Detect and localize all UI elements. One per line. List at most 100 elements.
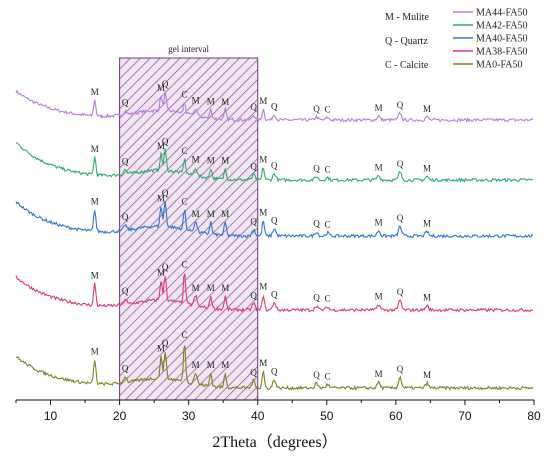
phase-key-calcite: C - Calcite <box>385 60 429 71</box>
x-tick-label: 30 <box>182 409 196 423</box>
peak-label: Q <box>397 364 404 374</box>
legend-label: MA44-FA50 <box>476 8 527 19</box>
peak-label: M <box>259 96 267 106</box>
peak-label: M <box>259 282 267 292</box>
peak-label: M <box>259 358 267 368</box>
peak-label: Q <box>122 98 129 108</box>
peak-label: C <box>182 146 188 156</box>
peak-label: Q <box>122 364 129 374</box>
peak-label: C <box>324 164 330 174</box>
x-tick-label: 60 <box>389 409 403 423</box>
peak-label: Q <box>162 137 169 147</box>
peak-label: Q <box>162 262 169 272</box>
peak-label: M <box>221 97 229 107</box>
peak-label: Q <box>313 219 320 229</box>
peak-label: M <box>157 83 165 93</box>
peak-label: Q <box>250 162 257 172</box>
peak-label: M <box>157 141 165 151</box>
peak-label: M <box>91 196 99 206</box>
peak-label: Q <box>271 289 278 299</box>
peak-label: M <box>192 209 200 219</box>
peak-label: Q <box>271 367 278 377</box>
peak-label: Q <box>162 79 169 89</box>
peak-label: M <box>207 96 215 106</box>
peak-label: Q <box>397 100 404 110</box>
peak-label: M <box>259 208 267 218</box>
series-line <box>15 142 534 183</box>
legend-label: MA42-FA50 <box>476 21 527 32</box>
peak-label: M <box>207 155 215 165</box>
series-layer <box>15 89 534 391</box>
series-line <box>15 201 534 239</box>
peak-label: Q <box>250 368 257 378</box>
peak-label: M <box>423 163 431 173</box>
peak-label: M <box>91 144 99 154</box>
peak-label: C <box>182 197 188 207</box>
peak-label: M <box>157 344 165 354</box>
peak-label: Q <box>162 338 169 348</box>
peak-label: Q <box>250 216 257 226</box>
peak-label: Q <box>397 213 404 223</box>
peak-label: Q <box>250 290 257 300</box>
peak-label: M <box>375 369 383 379</box>
peak-label: Q <box>313 293 320 303</box>
peak-label: M <box>91 87 99 97</box>
peak-label: Q <box>122 286 129 296</box>
peak-label: M <box>423 219 431 229</box>
phase-key-mulite: M - Mulite <box>385 12 429 23</box>
peak-label: M <box>375 103 383 113</box>
peak-label: M <box>259 154 267 164</box>
peak-label: Q <box>271 161 278 171</box>
gel-interval-label: gel interval <box>168 44 209 54</box>
peak-label: M <box>375 218 383 228</box>
peak-label: M <box>207 209 215 219</box>
series-line <box>15 89 534 123</box>
peak-label: M <box>207 360 215 370</box>
peak-label: M <box>91 347 99 357</box>
peak-label: M <box>221 209 229 219</box>
peak-label: M <box>157 268 165 278</box>
x-tick-label: 80 <box>527 409 541 423</box>
x-tick-label: 40 <box>251 409 265 423</box>
x-axis: 10 20 30 40 50 60 70 80 <box>15 399 541 423</box>
peak-label: Q <box>122 212 129 222</box>
peak-label: M <box>423 370 431 380</box>
peak-label: M <box>91 270 99 280</box>
peak-label: Q <box>397 159 404 169</box>
gel-interval-region <box>119 57 259 401</box>
peak-label: Q <box>271 215 278 225</box>
peak-label: M <box>157 193 165 203</box>
peak-label: M <box>375 163 383 173</box>
series-line <box>15 345 534 391</box>
peak-label: M <box>423 293 431 303</box>
legend-label: MA0-FA50 <box>476 60 522 71</box>
phase-key: M - Mulite Q - Quartz C - Calcite <box>385 12 429 71</box>
peak-label: Q <box>313 370 320 380</box>
peak-label: C <box>324 220 330 230</box>
peak-label: M <box>423 104 431 114</box>
x-tick-label: 70 <box>458 409 472 423</box>
peak-label: Q <box>271 101 278 111</box>
peak-label: M <box>221 156 229 166</box>
peak-label: C <box>324 371 330 381</box>
peak-label: M <box>192 96 200 106</box>
peak-label: C <box>182 330 188 340</box>
peak-label: Q <box>313 104 320 114</box>
peak-label: M <box>192 283 200 293</box>
x-tick-label: 10 <box>44 409 58 423</box>
peak-label: C <box>182 260 188 270</box>
peak-label: M <box>375 292 383 302</box>
peak-label: M <box>192 155 200 165</box>
x-tick-label: 20 <box>113 409 127 423</box>
peak-label: M <box>221 283 229 293</box>
peak-label: C <box>182 89 188 99</box>
legend: MA44-FA50 MA42-FA50 MA40-FA50 MA38-FA50 MA0-… <box>453 8 527 71</box>
series-line <box>15 273 534 313</box>
legend-label: MA38-FA50 <box>476 47 527 58</box>
peak-label: Q <box>313 163 320 173</box>
peak-label: C <box>324 294 330 304</box>
x-tick-label: 50 <box>320 409 334 423</box>
phase-key-quartz: Q - Quartz <box>385 36 428 47</box>
